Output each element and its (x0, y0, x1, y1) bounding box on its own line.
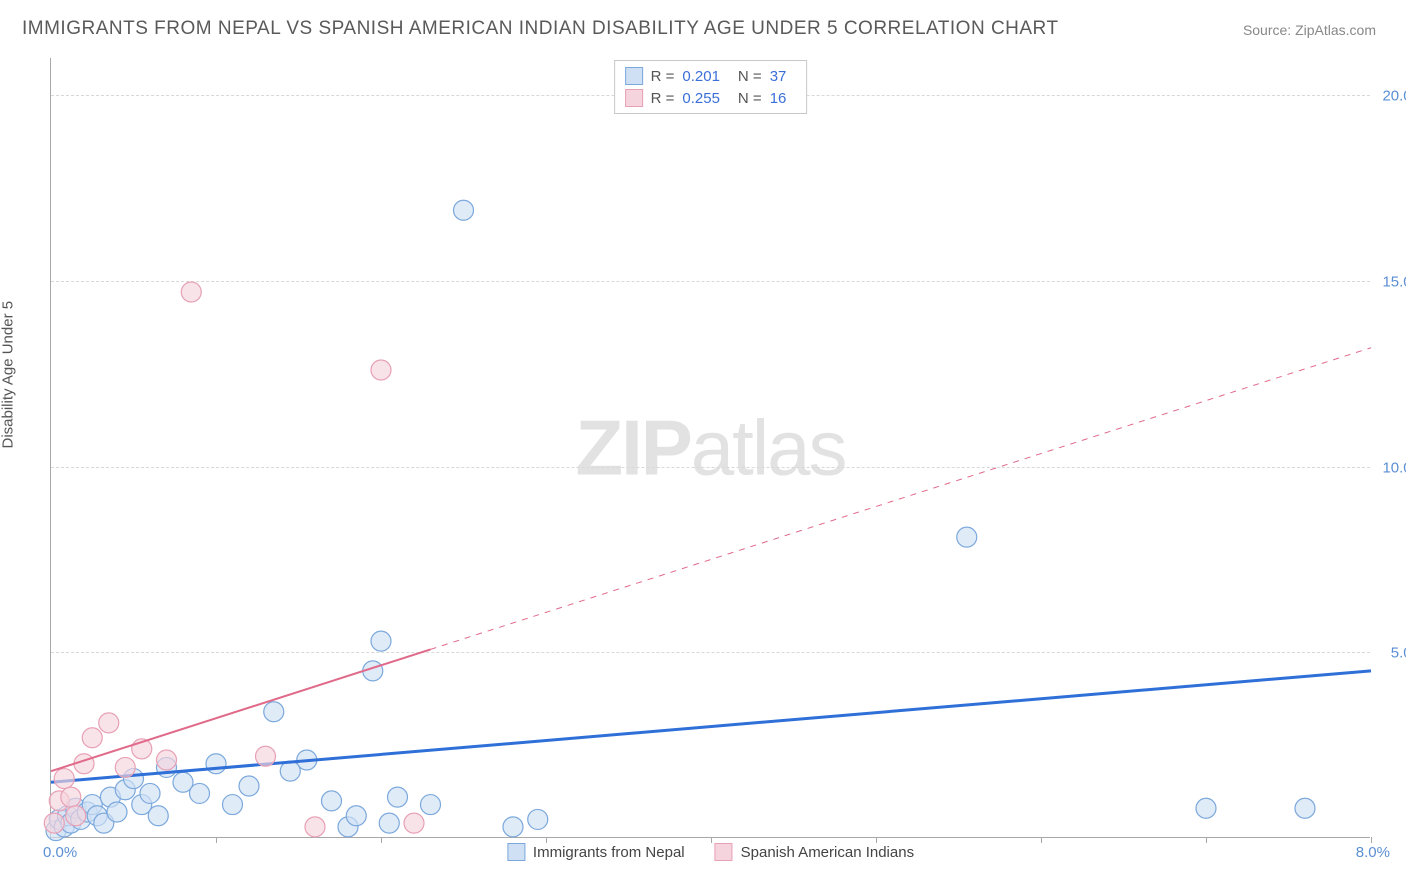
data-point (379, 813, 399, 833)
plot-area: ZIPatlas 5.0%10.0%15.0%20.0% 0.0% 8.0% R… (50, 58, 1370, 838)
data-point (421, 795, 441, 815)
legend-series-label: Immigrants from Nepal (533, 844, 685, 861)
data-point (148, 806, 168, 826)
x-max-label: 8.0% (1356, 844, 1390, 861)
data-point (190, 783, 210, 803)
x-tick (1041, 837, 1042, 843)
data-point (223, 795, 243, 815)
data-point (528, 809, 548, 829)
n-value: 16 (770, 90, 787, 107)
legend-correlation-row: R = 0.201 N = 37 (625, 65, 797, 87)
data-point (54, 769, 74, 789)
trend-line-dashed (431, 348, 1372, 650)
data-point (256, 746, 276, 766)
data-point (82, 728, 102, 748)
data-point (305, 817, 325, 837)
trend-line-solid (51, 649, 431, 771)
data-point (1295, 798, 1315, 818)
chart-title: IMMIGRANTS FROM NEPAL VS SPANISH AMERICA… (22, 18, 1059, 40)
n-label: N = (738, 90, 762, 107)
chart-svg (51, 58, 1370, 837)
y-tick-label: 15.0% (1382, 273, 1406, 290)
source-attribution: Source: ZipAtlas.com (1243, 22, 1376, 38)
data-point (99, 713, 119, 733)
data-point (957, 527, 977, 547)
data-point (503, 817, 523, 837)
n-label: N = (738, 68, 762, 85)
y-axis-label: Disability Age Under 5 (0, 301, 17, 449)
r-label: R = (651, 68, 675, 85)
data-point (157, 750, 177, 770)
legend-series-label: Spanish American Indians (741, 844, 914, 861)
data-point (115, 757, 135, 777)
data-point (66, 806, 86, 826)
r-value: 0.255 (682, 90, 720, 107)
legend-correlation: R = 0.201 N = 37 R = 0.255 N = 16 (614, 60, 808, 114)
data-point (404, 813, 424, 833)
data-point (388, 787, 408, 807)
r-label: R = (651, 90, 675, 107)
data-point (264, 702, 284, 722)
x-tick (1206, 837, 1207, 843)
data-point (181, 282, 201, 302)
data-point (454, 200, 474, 220)
data-point (206, 754, 226, 774)
trend-line-solid (51, 671, 1371, 782)
data-point (371, 631, 391, 651)
y-tick-label: 10.0% (1382, 459, 1406, 476)
data-point (107, 802, 127, 822)
y-tick-label: 20.0% (1382, 88, 1406, 105)
r-value: 0.201 (682, 68, 720, 85)
legend-correlation-row: R = 0.255 N = 16 (625, 87, 797, 109)
data-point (239, 776, 259, 796)
data-point (322, 791, 342, 811)
y-tick-label: 5.0% (1391, 645, 1406, 662)
legend-swatch (625, 67, 643, 85)
legend-series: Immigrants from Nepal Spanish American In… (507, 843, 914, 861)
data-point (44, 813, 64, 833)
data-point (61, 787, 81, 807)
x-tick (216, 837, 217, 843)
data-point (1196, 798, 1216, 818)
legend-series-item: Immigrants from Nepal (507, 843, 685, 861)
data-point (371, 360, 391, 380)
x-tick (1371, 837, 1372, 843)
data-point (140, 783, 160, 803)
legend-swatch (715, 843, 733, 861)
x-origin-label: 0.0% (43, 844, 77, 861)
legend-swatch (625, 89, 643, 107)
legend-swatch (507, 843, 525, 861)
legend-series-item: Spanish American Indians (715, 843, 914, 861)
x-tick (381, 837, 382, 843)
data-point (346, 806, 366, 826)
n-value: 37 (770, 68, 787, 85)
